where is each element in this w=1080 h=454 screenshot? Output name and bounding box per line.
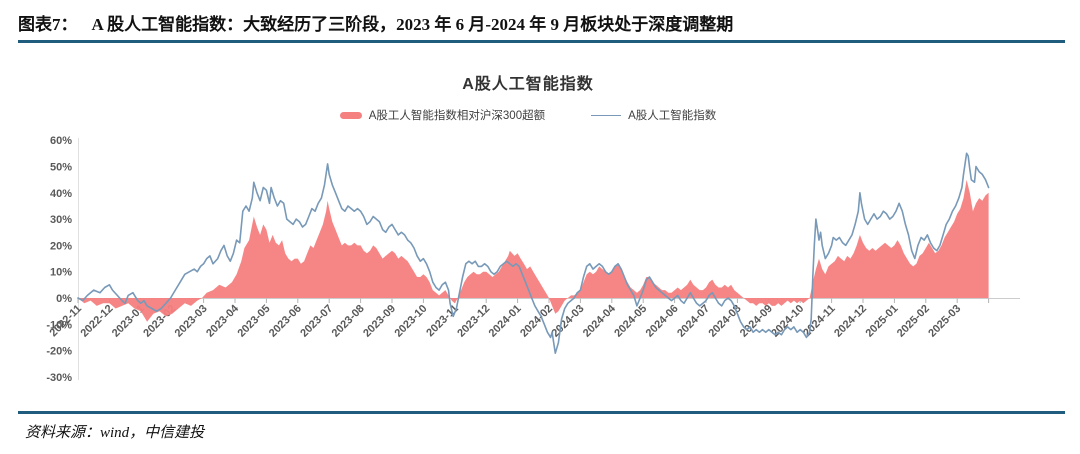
svg-text:2025-01: 2025-01: [863, 303, 900, 340]
svg-text:2024-01: 2024-01: [487, 303, 524, 340]
svg-text:2023-07: 2023-07: [298, 303, 335, 340]
figure-title: A 股人工智能指数：大致经历了三阶段，2023 年 6 月-2024 年 9 月…: [91, 15, 734, 34]
svg-text:2023-11: 2023-11: [424, 303, 461, 340]
svg-text:2023-05: 2023-05: [235, 303, 272, 340]
chart-legend: A股工人智能指数相对沪深300超额 A股人工智能指数: [0, 107, 1056, 123]
svg-text:2024-04: 2024-04: [581, 302, 619, 340]
svg-text:-10%: -10%: [46, 319, 72, 331]
svg-text:2023-06: 2023-06: [267, 303, 304, 340]
svg-text:2023-08: 2023-08: [330, 303, 367, 340]
header-rule: [18, 40, 1065, 43]
svg-text:2024-09: 2024-09: [738, 303, 775, 340]
excess-area-swatch: [339, 111, 362, 119]
legend-label-index: A股人工智能指数: [628, 110, 717, 122]
svg-text:2023-09: 2023-09: [361, 303, 398, 340]
figure-header: 图表7： A 股人工智能指数：大致经历了三阶段，2023 年 6 月-2024 年…: [18, 10, 1064, 35]
svg-text:2023-12: 2023-12: [455, 303, 492, 340]
figure-label: 图表7：: [18, 15, 78, 34]
svg-text:10%: 10%: [50, 267, 72, 279]
svg-text:0%: 0%: [56, 293, 72, 305]
legend-item-index: A股人工智能指数: [591, 107, 716, 123]
svg-text:2024-05: 2024-05: [612, 303, 649, 340]
ai-index-chart: 60%50%40%30%20%10%0%-10%-20%-30%2022-112…: [46, 135, 1020, 384]
svg-text:20%: 20%: [50, 240, 72, 252]
svg-text:30%: 30%: [50, 214, 72, 226]
svg-text:2025-03: 2025-03: [926, 303, 963, 340]
source-note: 资料来源：wind，中信建投: [25, 425, 205, 441]
legend-label-excess: A股工人智能指数相对沪深300超额: [368, 110, 546, 122]
svg-text:60%: 60%: [50, 135, 72, 147]
svg-text:2023-04: 2023-04: [204, 302, 242, 340]
chart-title: A股人工智能指数: [462, 76, 594, 93]
svg-text:2025-02: 2025-02: [895, 303, 932, 340]
svg-text:2023-10: 2023-10: [392, 303, 429, 340]
svg-text:2024-12: 2024-12: [832, 303, 869, 340]
svg-text:2022-12: 2022-12: [78, 303, 115, 340]
svg-text:2024-08: 2024-08: [706, 303, 743, 340]
svg-text:-30%: -30%: [46, 372, 72, 384]
svg-text:40%: 40%: [50, 188, 72, 200]
index-line-swatch: [591, 114, 622, 116]
svg-text:50%: 50%: [50, 162, 72, 174]
svg-text:2024-11: 2024-11: [801, 303, 838, 340]
legend-item-excess: A股工人智能指数相对沪深300超额: [339, 107, 546, 123]
svg-text:2024-06: 2024-06: [644, 303, 681, 340]
svg-text:2024-07: 2024-07: [675, 303, 712, 340]
svg-text:-20%: -20%: [46, 346, 72, 358]
footer-rule: [18, 411, 1065, 414]
